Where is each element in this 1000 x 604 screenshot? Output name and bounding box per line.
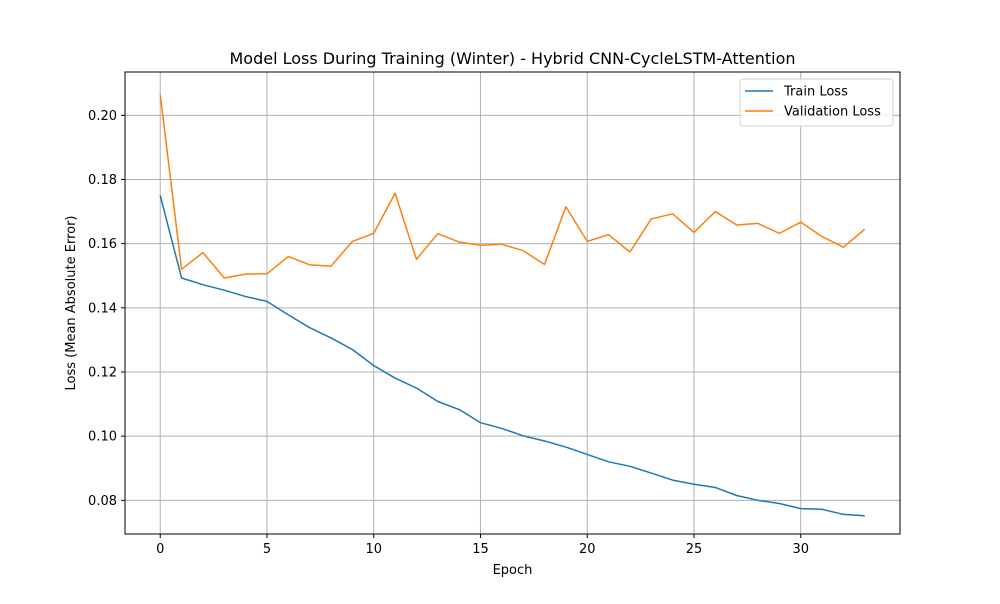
y-tick-label: 0.18 [88,173,117,188]
x-tick-label: 15 [472,542,489,557]
y-axis-label: Loss (Mean Absolute Error) [64,216,79,391]
y-tick-label: 0.20 [88,109,117,124]
legend-label: Validation Loss [784,105,881,120]
y-tick-label: 0.14 [88,301,117,316]
legend-label: Train Loss [783,85,848,100]
series-line-train-loss [159,195,865,517]
y-tick-label: 0.08 [88,494,117,509]
x-tick-label: 20 [579,542,596,557]
legend: Train Loss Validation Loss [739,78,894,127]
plot-frame [124,71,901,535]
x-tick-label: 0 [156,542,164,557]
legend-box [739,78,894,127]
chart-title: Model Loss During Training (Winter) - Hy… [229,49,795,68]
x-tick-label: 5 [263,542,271,557]
x-tick-label: 10 [365,542,382,557]
grid-layer [125,72,900,534]
tick-layer: 0 5 10 15 20 25 30 0.08 0.10 0.12 0.14 0.16 0.18 0.20 [88,109,809,557]
y-tick-label: 0.12 [88,365,117,380]
series-layer [159,94,866,517]
series-line-validation-loss [159,94,866,279]
x-tick-label: 30 [792,542,809,557]
y-tick-label: 0.10 [88,430,117,445]
x-tick-label: 25 [686,542,703,557]
x-axis-label: Epoch [493,563,533,578]
y-tick-label: 0.16 [88,237,117,252]
